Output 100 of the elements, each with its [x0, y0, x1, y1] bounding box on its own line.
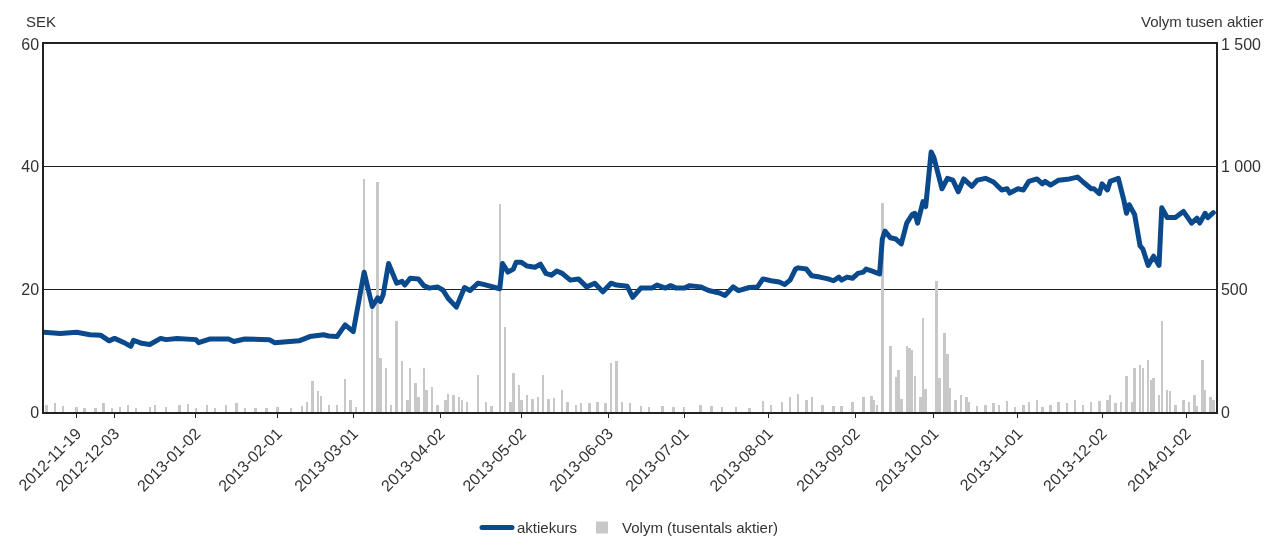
bar — [1125, 376, 1128, 412]
bar — [1188, 402, 1190, 412]
bar — [531, 399, 534, 412]
bar — [965, 397, 968, 412]
y2-tick-label: 1 500 — [1220, 35, 1262, 53]
bar — [409, 368, 411, 412]
bar — [165, 407, 167, 412]
bar — [83, 408, 86, 412]
bar — [328, 405, 330, 412]
bar — [1028, 402, 1030, 412]
bar — [561, 390, 563, 412]
bar — [748, 408, 751, 412]
bar — [851, 402, 854, 412]
bar — [477, 375, 479, 412]
bar — [385, 368, 387, 412]
bar — [683, 407, 685, 412]
bar — [452, 395, 455, 412]
bar — [111, 408, 113, 412]
bar — [276, 407, 279, 412]
bar — [1098, 401, 1101, 412]
bar — [1147, 360, 1149, 412]
bar — [414, 383, 417, 412]
bar — [960, 395, 962, 412]
bar — [1074, 400, 1076, 412]
bar — [1161, 321, 1163, 412]
bar — [621, 402, 623, 412]
bar — [461, 400, 463, 412]
bar — [1209, 397, 1212, 412]
bar — [862, 397, 865, 412]
bar — [889, 346, 892, 412]
bar — [897, 370, 900, 412]
bar — [575, 405, 577, 412]
bar — [661, 406, 664, 412]
legend-label: aktiekurs — [517, 519, 578, 537]
bar — [1182, 400, 1185, 412]
bar — [640, 406, 642, 412]
bar — [553, 398, 555, 412]
bar — [187, 404, 189, 412]
bar — [1193, 395, 1196, 412]
bar — [1082, 405, 1084, 412]
y-tick-label: 20 — [21, 280, 40, 298]
bar — [1201, 360, 1204, 412]
bar — [1006, 401, 1008, 412]
bar — [537, 397, 539, 412]
bar — [301, 406, 303, 412]
y-tick-label: 60 — [21, 35, 40, 53]
bar — [1014, 407, 1016, 412]
bar — [1133, 368, 1136, 412]
bar — [821, 405, 824, 412]
bar — [580, 403, 582, 412]
y-tick-label: 0 — [30, 403, 40, 421]
bar — [423, 368, 425, 412]
bar — [265, 408, 268, 412]
bar — [1022, 405, 1025, 412]
bar — [588, 403, 591, 412]
bar — [710, 406, 713, 412]
bar — [376, 182, 379, 412]
bar — [1041, 407, 1044, 412]
bar — [604, 403, 607, 412]
bar — [870, 396, 873, 412]
bar — [699, 405, 702, 412]
bar — [244, 408, 246, 412]
y-tick-label: 40 — [21, 158, 40, 176]
bar — [206, 405, 208, 412]
bar — [1114, 403, 1117, 412]
bar — [954, 400, 957, 412]
bar — [431, 387, 433, 412]
bar — [648, 407, 650, 412]
bar — [1049, 405, 1052, 412]
bar — [127, 405, 129, 412]
bar — [935, 281, 938, 412]
bar — [344, 379, 346, 412]
bar — [485, 402, 487, 412]
bar — [1139, 365, 1141, 412]
bar — [390, 405, 392, 412]
bar — [1166, 390, 1168, 412]
bar — [721, 407, 723, 412]
bar — [504, 327, 506, 412]
bar — [922, 318, 924, 412]
y-axis-title: SEK — [26, 13, 57, 30]
bar — [976, 406, 978, 412]
bar — [542, 375, 544, 412]
bar — [518, 385, 520, 412]
bar — [526, 395, 528, 412]
bar — [610, 363, 612, 412]
bar — [54, 403, 56, 412]
bar — [906, 346, 908, 412]
bar — [336, 405, 338, 412]
bar — [1142, 368, 1144, 412]
legend-label: Volym (tusentals aktier) — [622, 519, 778, 537]
bar — [490, 406, 493, 412]
bar — [943, 333, 946, 412]
bar — [615, 361, 618, 412]
bar — [45, 405, 48, 412]
bar — [317, 391, 319, 412]
bar — [154, 405, 156, 412]
bar — [781, 402, 783, 412]
bar — [735, 407, 737, 412]
bar — [306, 402, 308, 412]
bar — [1120, 402, 1122, 412]
